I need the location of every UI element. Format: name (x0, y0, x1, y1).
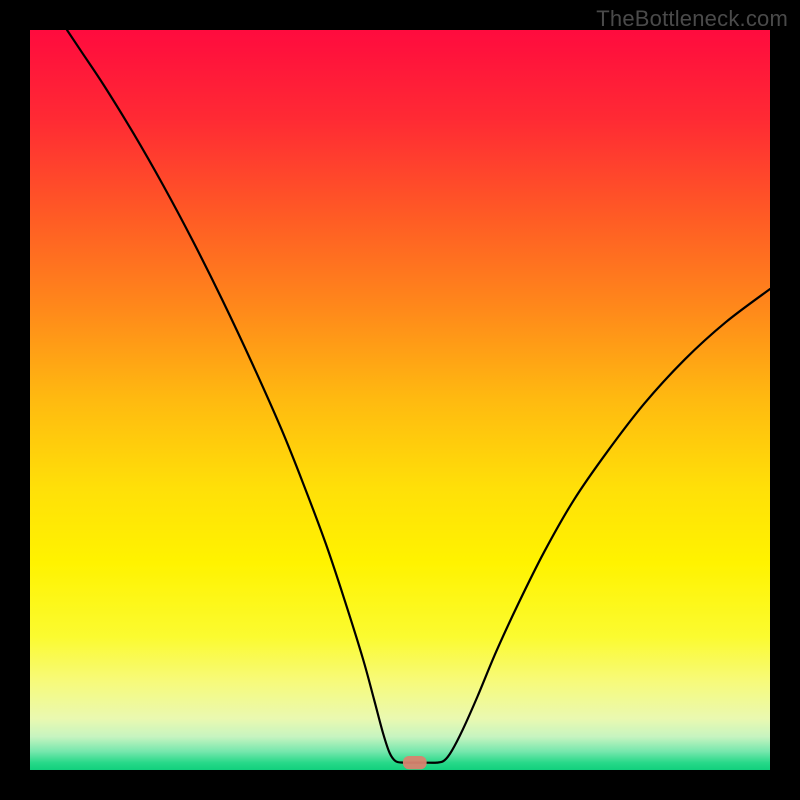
gradient-background (30, 30, 770, 770)
chart-stage: TheBottleneck.com (0, 0, 800, 800)
bottleneck-chart (0, 0, 800, 800)
plot-area (30, 30, 770, 770)
watermark-label: TheBottleneck.com (596, 6, 788, 32)
valley-marker (403, 756, 427, 769)
